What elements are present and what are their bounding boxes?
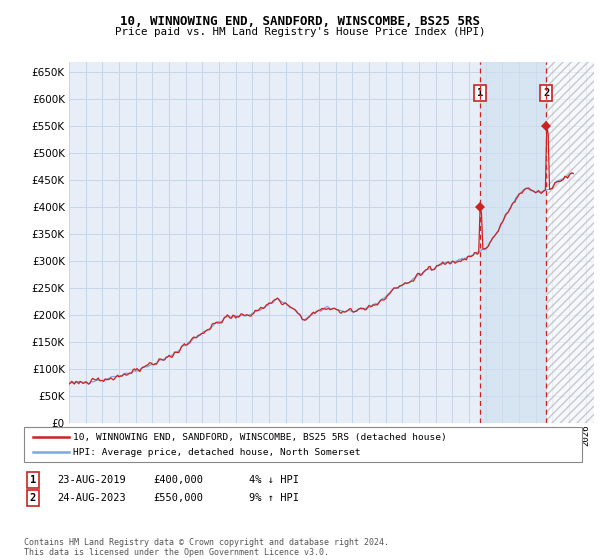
Text: HPI: Average price, detached house, North Somerset: HPI: Average price, detached house, Nort… (73, 448, 361, 457)
Bar (547, 62, 594, 423)
Text: 9% ↑ HPI: 9% ↑ HPI (249, 493, 299, 503)
Text: Contains HM Land Registry data © Crown copyright and database right 2024.
This d: Contains HM Land Registry data © Crown c… (24, 538, 389, 557)
Text: 1: 1 (30, 475, 36, 485)
Text: 4% ↓ HPI: 4% ↓ HPI (249, 475, 299, 485)
Text: £550,000: £550,000 (153, 493, 203, 503)
Text: Price paid vs. HM Land Registry's House Price Index (HPI): Price paid vs. HM Land Registry's House … (115, 27, 485, 37)
Text: 2: 2 (543, 88, 550, 98)
Text: 10, WINNOWING END, SANDFORD, WINSCOMBE, BS25 5RS (detached house): 10, WINNOWING END, SANDFORD, WINSCOMBE, … (73, 432, 447, 441)
Text: £400,000: £400,000 (153, 475, 203, 485)
Text: 1: 1 (476, 88, 483, 98)
Text: 24-AUG-2023: 24-AUG-2023 (57, 493, 126, 503)
Text: 23-AUG-2019: 23-AUG-2019 (57, 475, 126, 485)
Bar (479, 62, 547, 423)
Text: 10, WINNOWING END, SANDFORD, WINSCOMBE, BS25 5RS: 10, WINNOWING END, SANDFORD, WINSCOMBE, … (120, 15, 480, 28)
Text: 2: 2 (30, 493, 36, 503)
